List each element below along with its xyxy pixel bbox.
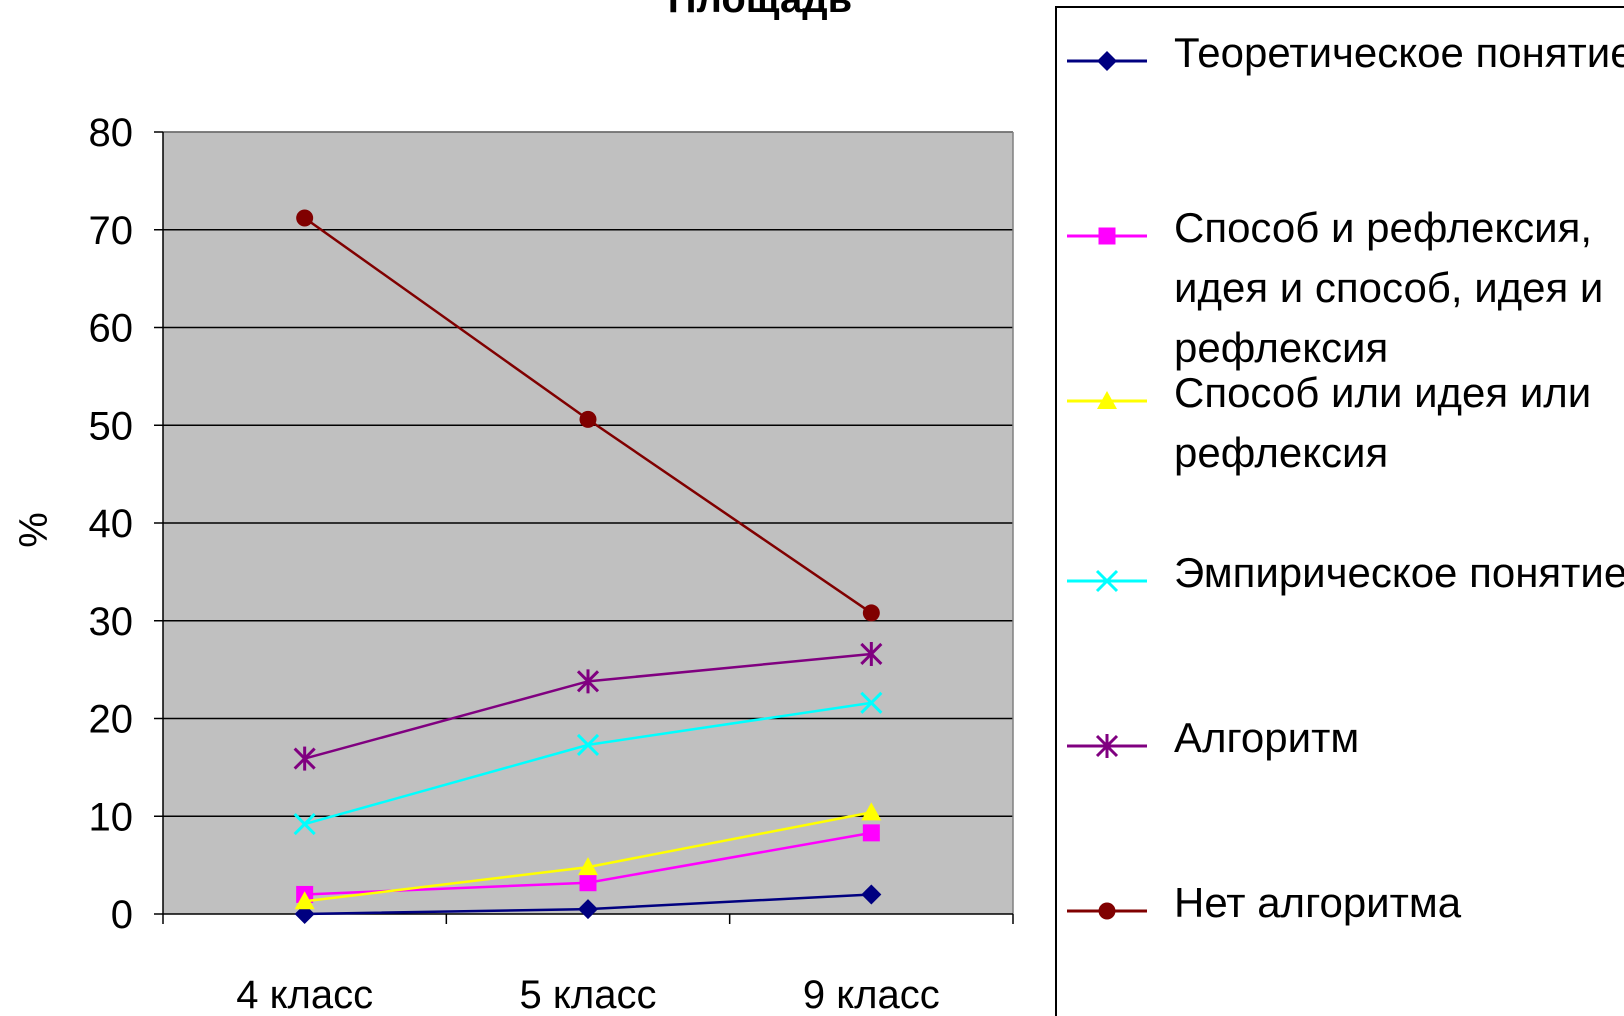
chart-title: Площадь bbox=[668, 0, 853, 21]
y-axis-label: % bbox=[12, 512, 56, 548]
data-point bbox=[862, 824, 880, 842]
y-tick-label: 0 bbox=[111, 893, 133, 937]
legend-label: Нет алгоритма bbox=[1174, 879, 1462, 926]
x-tick-label: 9 класс bbox=[803, 973, 940, 1016]
y-tick-label: 70 bbox=[89, 209, 134, 253]
legend-marker bbox=[1067, 227, 1147, 245]
data-point bbox=[293, 813, 316, 836]
data-point bbox=[576, 733, 600, 756]
y-tick-label: 80 bbox=[89, 111, 134, 155]
data-point bbox=[578, 899, 598, 920]
y-tick-label: 40 bbox=[89, 502, 134, 546]
legend-symbol bbox=[1095, 734, 1119, 758]
legend-symbol bbox=[1097, 51, 1117, 71]
legend-marker bbox=[1067, 902, 1147, 920]
legend-label: Теоретическое понятие bbox=[1174, 29, 1624, 76]
legend-label: Способ и рефлексия, идея и способ, идея … bbox=[1174, 204, 1604, 371]
legend: Теоретическое понятие Способ и рефлексия,… bbox=[1055, 6, 1624, 1016]
legend-label: Эмпирическое понятие bbox=[1174, 549, 1624, 596]
data-point bbox=[861, 802, 882, 821]
y-tick-label: 10 bbox=[89, 795, 134, 839]
data-point bbox=[296, 209, 314, 227]
data-point bbox=[293, 746, 316, 771]
data-point bbox=[860, 691, 883, 714]
y-tick-label: 30 bbox=[89, 600, 134, 644]
legend-symbol bbox=[1095, 569, 1119, 593]
legend-marker bbox=[1067, 569, 1147, 593]
series-4 bbox=[293, 691, 883, 836]
data-point bbox=[294, 891, 315, 910]
legend-label: Алгоритм bbox=[1174, 714, 1360, 761]
legend-marker bbox=[1067, 734, 1147, 758]
legend-symbol bbox=[1098, 902, 1116, 920]
series-3 bbox=[294, 802, 882, 910]
data-point bbox=[861, 884, 882, 905]
series-5 bbox=[293, 641, 883, 771]
chart-plot: Площадь 0 10 20 30 40 50 60 70 80 4 класс 5 класс 9… bbox=[12, 0, 1014, 1016]
legend-symbol bbox=[1097, 391, 1117, 409]
data-point bbox=[579, 874, 597, 892]
legend-marker bbox=[1067, 51, 1147, 71]
y-tick-label: 60 bbox=[89, 307, 134, 351]
y-tick-label: 20 bbox=[89, 698, 134, 742]
axes: 0 10 20 30 40 50 60 70 80 4 класс 5 класс 9 класс bbox=[89, 111, 1014, 1016]
y-tick-label: 50 bbox=[89, 404, 134, 448]
series-lines bbox=[293, 209, 883, 924]
data-point bbox=[578, 857, 598, 876]
data-point bbox=[576, 669, 600, 694]
data-point bbox=[862, 604, 880, 622]
data-point bbox=[860, 641, 883, 666]
series-6 bbox=[296, 209, 880, 622]
legend-symbol bbox=[1098, 227, 1116, 245]
data-point bbox=[579, 410, 597, 428]
x-tick-label: 5 класс bbox=[520, 973, 657, 1016]
legend-label: Способ или идея или рефлексия bbox=[1174, 369, 1592, 476]
x-tick-label: 4 класс bbox=[236, 973, 373, 1016]
legend-marker bbox=[1067, 391, 1147, 409]
